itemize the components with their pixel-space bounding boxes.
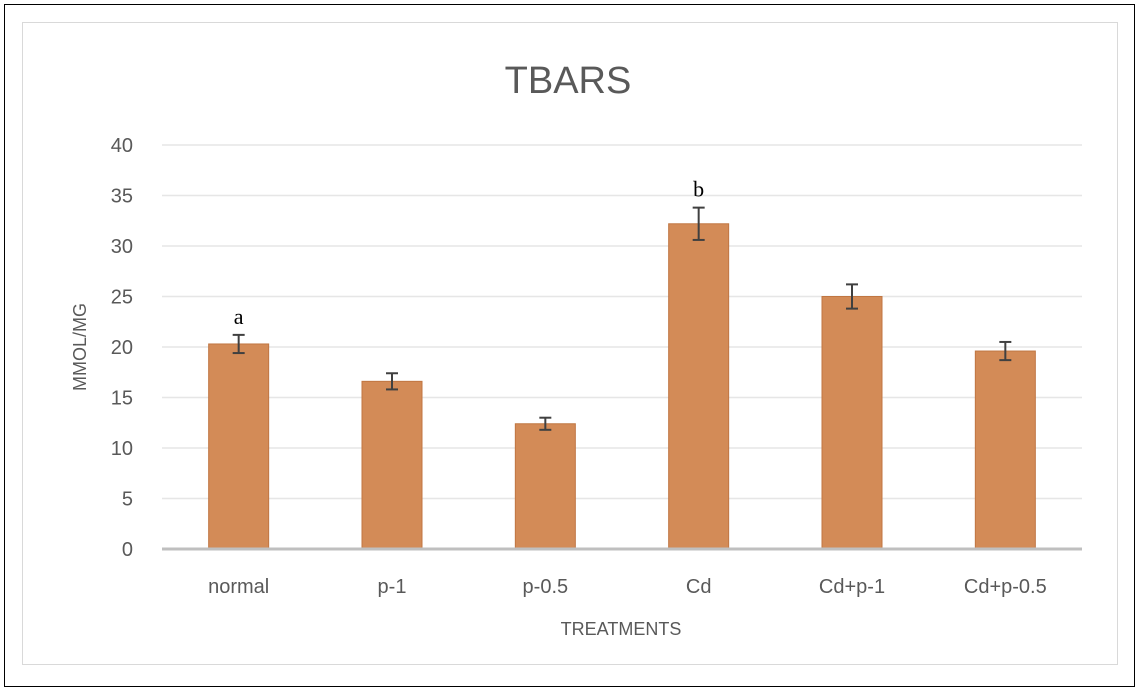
error-bar [692, 206, 705, 241]
x-category-label: p-1 [378, 576, 407, 598]
y-tick-label: 35 [111, 186, 133, 208]
error-bar [539, 416, 552, 431]
x-category-label: p-0.5 [523, 576, 569, 598]
y-tick-label: 10 [111, 438, 133, 460]
chart-area [22, 22, 1118, 665]
y-axis-title: MMOL/MG [70, 303, 90, 391]
error-bar [386, 372, 398, 391]
bar-Cd+p-0.5 [974, 350, 1036, 550]
x-axis-title: TREATMENTS [561, 619, 682, 639]
x-category-label: normal [208, 576, 269, 598]
bar-p-0.5 [514, 423, 576, 550]
y-tick-label: 40 [111, 135, 133, 157]
error-bars [232, 206, 1012, 431]
x-category-label: Cd [686, 576, 712, 598]
chart-title: TBARS [505, 60, 632, 102]
y-tick-label: 5 [122, 489, 133, 511]
x-category-label: Cd+p-0.5 [964, 576, 1047, 598]
y-tick-label: 20 [111, 337, 133, 359]
y-tick-label: 0 [122, 539, 133, 561]
bar-normal [208, 343, 270, 550]
significance-letter: b [693, 177, 704, 202]
y-tick-label: 15 [111, 388, 133, 410]
significance-letter: a [234, 304, 244, 329]
bar-p-1 [361, 380, 423, 550]
error-bar [232, 333, 245, 355]
y-tick-label: 30 [111, 236, 133, 258]
significance-annotations: ab [234, 177, 704, 329]
error-bar [999, 340, 1012, 362]
error-bar [846, 283, 858, 310]
bars [208, 223, 1036, 550]
bar-Cd [668, 223, 730, 550]
bar-Cd+p-1 [821, 296, 883, 550]
y-tick-labels: 0 5 10 15 20 25 30 35 40 [111, 135, 133, 561]
x-category-label: Cd+p-1 [819, 576, 885, 598]
gridlines [162, 144, 1082, 500]
y-tick-label: 25 [111, 287, 133, 309]
x-category-labels: normal p-1 p-0.5 Cd Cd+p-1 Cd+p-0.5 [208, 576, 1047, 598]
